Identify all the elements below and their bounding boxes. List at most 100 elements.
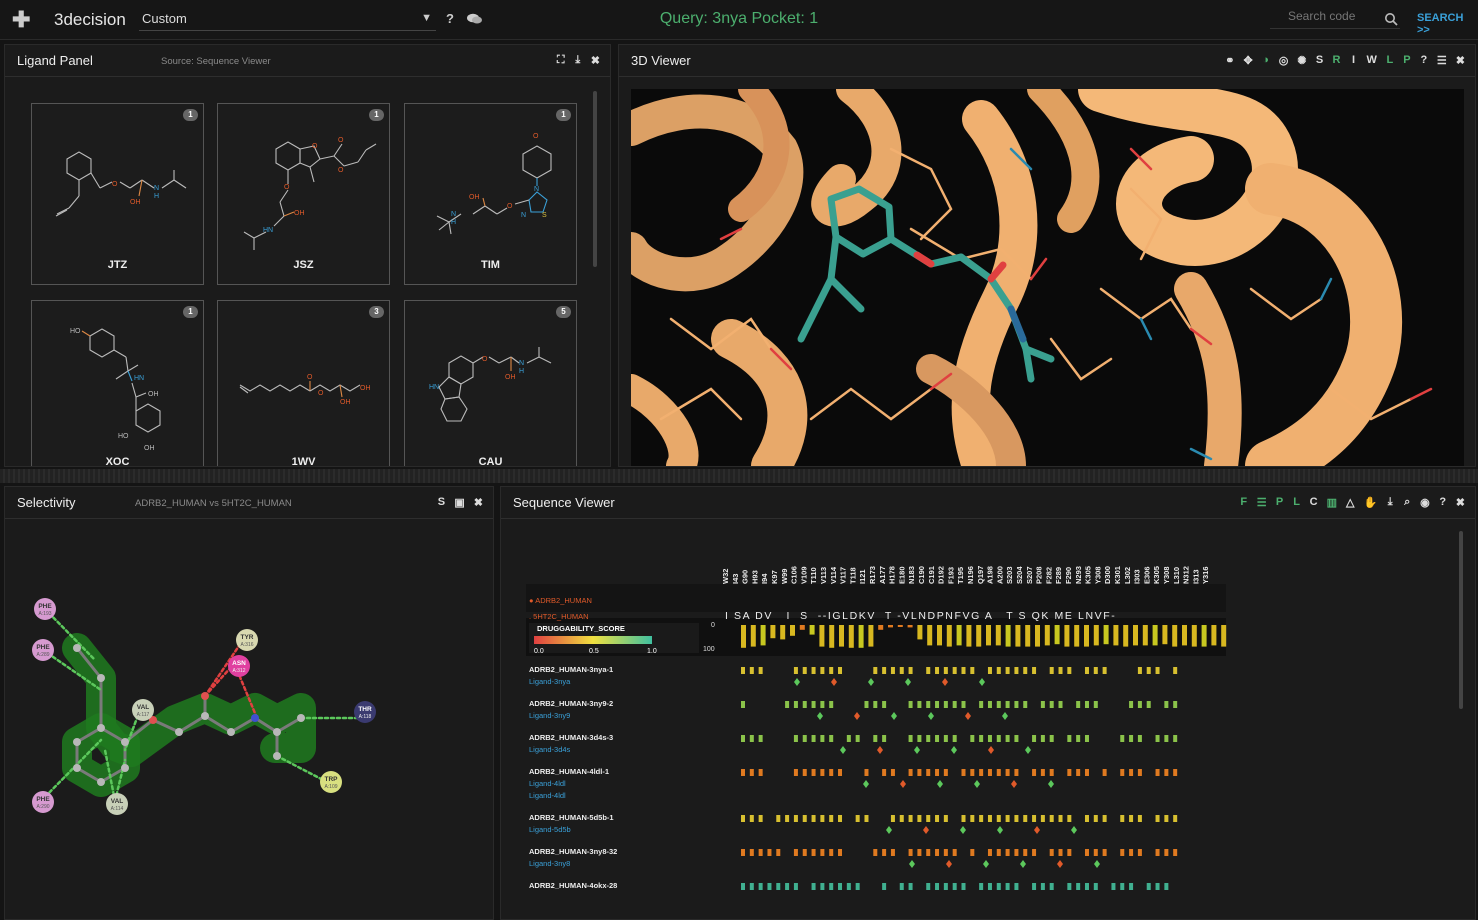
- tool-p[interactable]: P: [1275, 496, 1284, 508]
- contact-mark: [1084, 735, 1089, 742]
- alignment-row[interactable]: ADRB2_HUMAN-4ldl-1 Ligand-4ldl Ligand-4ldl: [529, 767, 1178, 800]
- interaction-marker: [868, 678, 874, 686]
- link-icon[interactable]: ⚭: [1225, 55, 1235, 67]
- contact-mark: [811, 815, 816, 822]
- alignment-row[interactable]: ADRB2_HUMAN-3nya-1 Ligand-3nya: [529, 665, 1178, 686]
- interaction-marker: [863, 780, 869, 788]
- ligand-id[interactable]: Ligand-5d5b: [529, 825, 571, 834]
- close-icon[interactable]: ✖: [590, 55, 600, 67]
- contact-mark: [829, 883, 834, 890]
- spin-icon[interactable]: ✺: [1297, 55, 1307, 67]
- download-icon[interactable]: ⤓: [575, 54, 581, 66]
- ligand-card-tim[interactable]: 1 O N O OH N H N S TIM: [404, 103, 577, 285]
- expand-icon[interactable]: ✥: [1243, 55, 1253, 67]
- download-icon[interactable]: ⤓: [1387, 496, 1393, 508]
- alignment-row[interactable]: ADRB2_HUMAN-3ny9-2 Ligand-3ny9: [529, 699, 1178, 720]
- ligand-card-1wv[interactable]: 3 O O OH OH 1WV: [217, 300, 390, 466]
- sequence-alignment-view[interactable]: DRUGGABILITY_SCORE 0.0 0.5 1.0 0 100 ● A…: [501, 520, 1475, 920]
- workspace-dropdown[interactable]: Custom ▼: [139, 11, 436, 31]
- contact-mark: [935, 667, 940, 674]
- ligand-id[interactable]: Ligand-3d4s: [529, 745, 571, 754]
- fit-icon[interactable]: ⛶: [556, 54, 565, 66]
- druggability-bar: [888, 625, 893, 628]
- tool-c[interactable]: C: [1309, 496, 1318, 508]
- scale-mid: 0.5: [589, 648, 599, 655]
- sequence-viewer-scrollbar[interactable]: [1459, 531, 1463, 709]
- bar-chart-icon[interactable]: ▥: [1326, 497, 1337, 509]
- ligand-card-cau[interactable]: 5 O OH N H HN CAU: [404, 300, 577, 466]
- ligand-id[interactable]: Ligand-3ny9: [529, 711, 570, 720]
- interaction-marker: [1094, 860, 1100, 868]
- 3d-scene-canvas[interactable]: [631, 89, 1464, 466]
- druggability-bar: [1005, 625, 1011, 647]
- add-icon[interactable]: ✚: [12, 7, 31, 32]
- contact-mark: [846, 735, 851, 742]
- tool-s[interactable]: S: [437, 496, 446, 508]
- ligand-card-xoc[interactable]: 1 HO HN OH HO OH XOC: [31, 300, 204, 466]
- image-icon[interactable]: ▣: [454, 497, 465, 509]
- search-icon[interactable]: [1384, 12, 1398, 26]
- residue-label: K305: [1152, 566, 1161, 584]
- search-input[interactable]: Search code: [1270, 9, 1400, 29]
- search-icon[interactable]: ⌕: [1404, 496, 1411, 508]
- ligand-id[interactable]: Ligand-4ldl: [529, 779, 566, 788]
- tool-s[interactable]: S: [1315, 54, 1324, 66]
- help-icon[interactable]: ?: [1439, 496, 1447, 508]
- alignment-row[interactable]: ADRB2_HUMAN-3d4s-3 Ligand-3d4s: [529, 733, 1178, 754]
- align-icon[interactable]: ☰: [1256, 497, 1267, 509]
- chat-icon[interactable]: [467, 13, 482, 24]
- close-icon[interactable]: ✖: [1455, 55, 1465, 67]
- alignment-row[interactable]: ADRB2_HUMAN-5d5b-1 Ligand-5d5b: [529, 813, 1178, 834]
- eye-icon[interactable]: ◉: [1420, 497, 1430, 509]
- tool-l[interactable]: L: [1293, 496, 1300, 508]
- alignment-row[interactable]: ADRB2_HUMAN-3ny8-32 Ligand-3ny8: [529, 847, 1178, 868]
- contrast-icon[interactable]: ◑: [1262, 54, 1270, 66]
- contact-mark: [996, 667, 1001, 674]
- triangle-icon[interactable]: △: [1346, 497, 1355, 509]
- interaction-marker: [1025, 746, 1031, 754]
- contact-mark: [908, 735, 913, 742]
- contact-mark: [1040, 769, 1045, 776]
- tool-r[interactable]: R: [1332, 54, 1341, 66]
- hand-icon[interactable]: ✋: [1363, 497, 1378, 509]
- ligand-id[interactable]: Ligand-4ldl: [529, 791, 566, 800]
- ligand-name: TIM: [481, 259, 500, 271]
- interaction-marker: [1034, 826, 1040, 834]
- close-icon[interactable]: ✖: [1455, 497, 1465, 509]
- ligand-panel-scrollbar[interactable]: [593, 91, 597, 267]
- sequence-label-adrb2: ● ADRB2_HUMAN: [529, 596, 592, 605]
- tool-f[interactable]: F: [1240, 496, 1248, 508]
- alignment-row[interactable]: ADRB2_HUMAN-4okx-28: [529, 881, 1169, 890]
- contact-mark: [926, 849, 931, 856]
- ligand-card-jsz[interactable]: 1 O O O O OH HN JSZ: [217, 103, 390, 285]
- close-icon[interactable]: ✖: [473, 497, 483, 509]
- target-icon[interactable]: ◎: [1278, 55, 1289, 67]
- ligand-card-jtz[interactable]: 1 O OH N H JTZ: [31, 103, 204, 285]
- panel-divider[interactable]: [0, 469, 1478, 483]
- tool-p[interactable]: P: [1403, 54, 1411, 66]
- contact-mark: [882, 769, 887, 776]
- tool-l[interactable]: L: [1386, 54, 1394, 66]
- tool-i[interactable]: I: [1351, 54, 1356, 66]
- help-icon[interactable]: ?: [446, 11, 454, 26]
- menu-icon[interactable]: ☰: [1436, 55, 1447, 67]
- help-icon[interactable]: ?: [1420, 54, 1428, 66]
- tool-w[interactable]: W: [1366, 54, 1377, 66]
- residue-id: A:193: [38, 611, 51, 617]
- search-button[interactable]: SEARCH >>: [1417, 12, 1464, 36]
- ligand-id[interactable]: Ligand-3ny8: [529, 859, 570, 868]
- contact-mark: [741, 815, 745, 822]
- 3d-viewer-header: 3D Viewer ⚭ ✥ ◑ ◎ ✺ S R I W L P ? ☰ ✖: [619, 45, 1475, 77]
- contact-mark: [793, 701, 798, 708]
- ligand-id[interactable]: Ligand-3nya: [529, 677, 571, 686]
